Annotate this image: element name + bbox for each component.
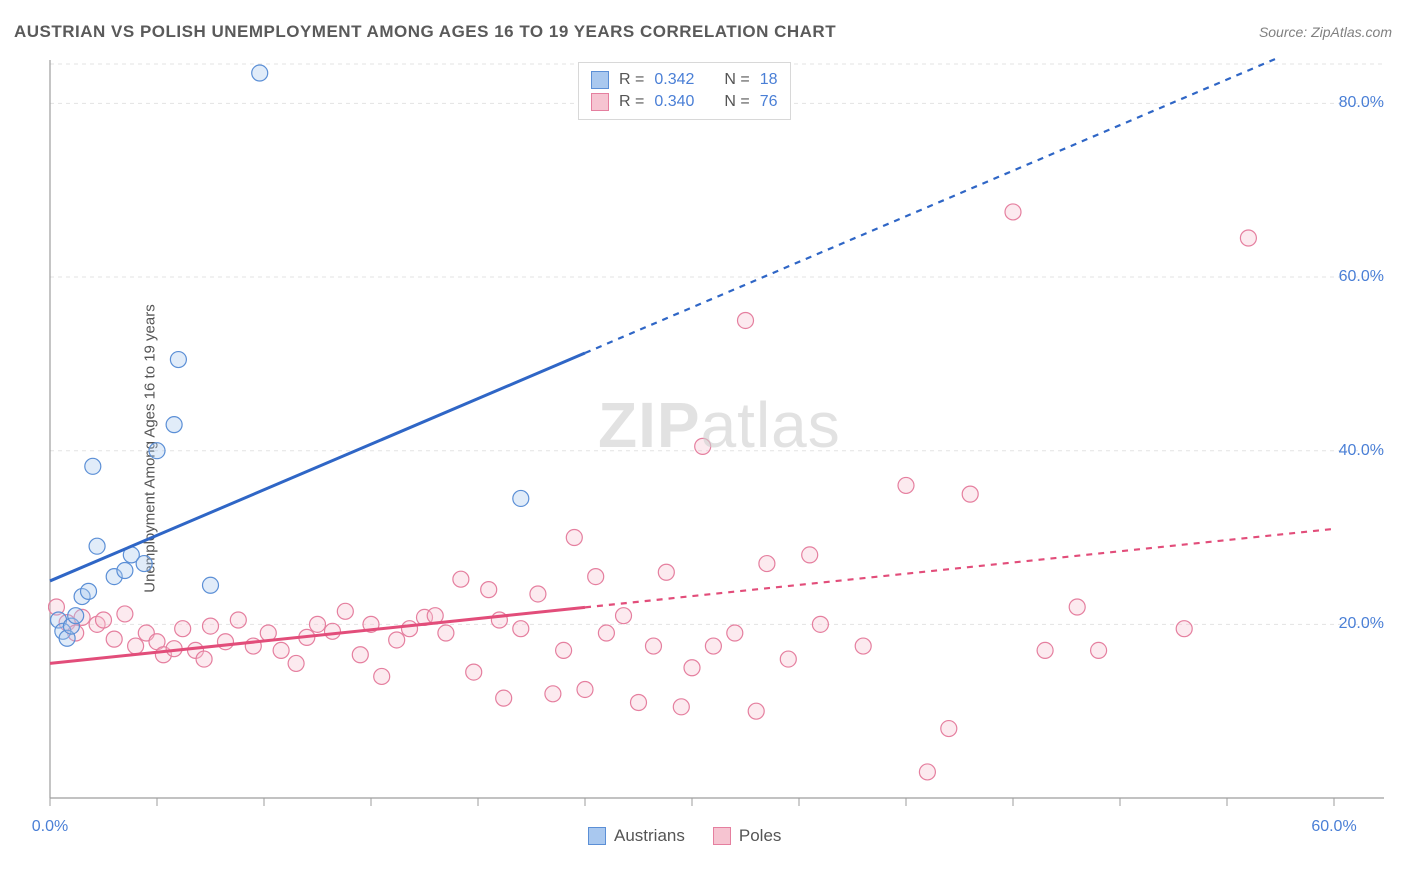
legend-stats-row-poles: R = 0.340 N = 76 bbox=[591, 91, 778, 113]
chart-svg bbox=[48, 58, 1388, 808]
austrians-r-value: 0.342 bbox=[654, 71, 694, 89]
legend-swatch-poles-icon bbox=[713, 827, 731, 845]
y-tick-label: 40.0% bbox=[1339, 442, 1384, 460]
poles-r-value: 0.340 bbox=[654, 93, 694, 111]
legend-swatch-austrians bbox=[591, 71, 609, 89]
legend-stats-row-austrians: R = 0.342 N = 18 bbox=[591, 69, 778, 91]
legend-label-austrians: Austrians bbox=[614, 826, 685, 846]
source-credit: Source: ZipAtlas.com bbox=[1259, 24, 1392, 40]
y-tick-label: 60.0% bbox=[1339, 268, 1384, 286]
n-label: N = bbox=[724, 93, 749, 111]
n-label: N = bbox=[724, 71, 749, 89]
poles-n-value: 76 bbox=[760, 93, 778, 111]
legend-stats: R = 0.342 N = 18 R = 0.340 N = 76 bbox=[578, 62, 791, 120]
plot-area: ZIPatlas R = 0.342 N = 18 R = 0.340 N = … bbox=[48, 58, 1388, 808]
y-tick-label: 80.0% bbox=[1339, 94, 1384, 112]
austrians-n-value: 18 bbox=[760, 71, 778, 89]
legend-swatch-poles bbox=[591, 93, 609, 111]
legend-item-austrians: Austrians bbox=[588, 826, 685, 846]
legend-swatch-austrians-icon bbox=[588, 827, 606, 845]
legend-item-poles: Poles bbox=[713, 826, 782, 846]
y-tick-label: 20.0% bbox=[1339, 615, 1384, 633]
r-label: R = bbox=[619, 93, 644, 111]
r-label: R = bbox=[619, 71, 644, 89]
chart-title: AUSTRIAN VS POLISH UNEMPLOYMENT AMONG AG… bbox=[14, 22, 836, 42]
legend-series: Austrians Poles bbox=[588, 826, 781, 846]
x-tick-label: 60.0% bbox=[1311, 818, 1356, 836]
x-tick-label: 0.0% bbox=[32, 818, 68, 836]
legend-label-poles: Poles bbox=[739, 826, 782, 846]
